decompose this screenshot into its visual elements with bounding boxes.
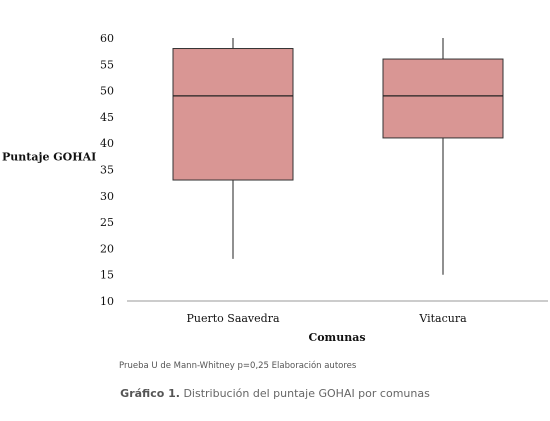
- box-iqr: [172, 48, 294, 181]
- y-tick-label: 10: [100, 295, 114, 308]
- statistical-test-note: Prueba U de Mann-Whitney p=0,25 Elaborac…: [119, 361, 357, 371]
- box-vitacura: [382, 38, 504, 275]
- box-puerto-saavedra: [172, 38, 294, 259]
- y-tick-label: 30: [100, 190, 114, 203]
- y-tick-label: 20: [100, 242, 114, 255]
- y-tick-label: 45: [100, 111, 114, 124]
- x-tick-label: Puerto Saavedra: [186, 312, 279, 325]
- y-tick-label: 15: [100, 269, 114, 282]
- y-tick-label: 25: [100, 216, 114, 229]
- x-axis-ticks: Puerto Saavedra Vitacura: [186, 312, 467, 325]
- caption-text: Distribución del puntaje GOHAI por comun…: [183, 387, 430, 400]
- y-tick-label: 50: [100, 85, 114, 98]
- y-axis-ticks: 10 15 20 25 30 35 40 45 50 55 60: [100, 32, 114, 308]
- y-tick-label: 60: [100, 32, 114, 45]
- y-axis-title: Puntaje GOHAI: [2, 150, 96, 163]
- figure-caption: Gráfico 1. Distribución del puntaje GOHA…: [0, 387, 550, 400]
- caption-label: Gráfico 1.: [120, 387, 180, 400]
- box-plot-chart: 10 15 20 25 30 35 40 45 50 55 60 Puerto Saavedra Vi…: [2, 32, 548, 344]
- box-series: [172, 38, 504, 275]
- y-tick-label: 40: [100, 137, 114, 150]
- x-axis-title: Comunas: [308, 331, 365, 344]
- box-iqr: [382, 58, 504, 139]
- x-tick-label: Vitacura: [418, 312, 467, 325]
- y-tick-label: 35: [100, 164, 114, 177]
- y-tick-label: 55: [100, 58, 114, 71]
